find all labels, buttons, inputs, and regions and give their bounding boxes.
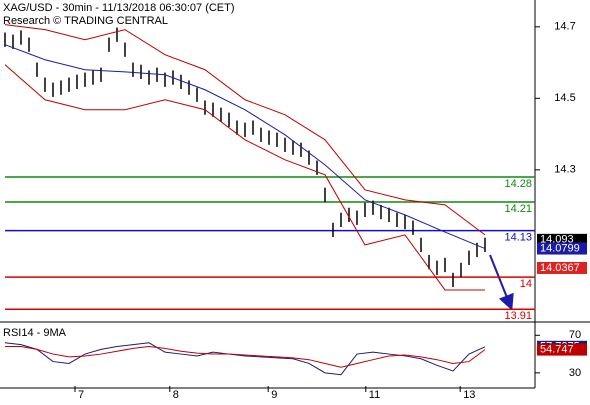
x-tick-label: 9: [271, 389, 277, 400]
forecast-arrow: [489, 254, 514, 311]
y-tick-label: 70: [569, 329, 581, 341]
y-tick-label: 14.3: [554, 164, 575, 176]
rsi-title: RSI14 - 9MA: [3, 327, 67, 339]
indicator-line: [4, 342, 486, 376]
chart-subtitle: Research © TRADING CENTRAL: [3, 15, 168, 27]
chart-title: XAG/USD - 30min - 11/13/2018 06:30:07 (C…: [3, 2, 235, 14]
indicator-line: [4, 64, 485, 291]
price-marker-label: 14.0799: [540, 242, 580, 254]
y-tick-label: 14.5: [554, 92, 575, 104]
level-label: 14: [520, 278, 532, 290]
x-tick-label: 8: [173, 389, 179, 400]
indicator-line: [5, 346, 486, 368]
level-label: 13.91: [504, 310, 532, 322]
price-marker: [537, 261, 587, 274]
rsi-marker-label: 54.747: [540, 344, 574, 356]
price-marker-label: 14.0367: [540, 262, 580, 274]
x-tick-label: 7: [78, 389, 84, 400]
indicator-line: [4, 24, 486, 236]
y-tick-label: 30: [569, 367, 581, 379]
level-label: 14.21: [504, 203, 532, 215]
price-marker: [537, 242, 587, 255]
level-label: 14.13: [504, 232, 532, 244]
level-label: 14.28: [504, 178, 532, 190]
x-tick-label: 13: [463, 389, 475, 400]
y-tick-label: 14.7: [554, 21, 575, 33]
rsi-marker: [537, 343, 587, 356]
indicator-line: [4, 44, 486, 249]
x-tick-label: 11: [369, 389, 380, 400]
